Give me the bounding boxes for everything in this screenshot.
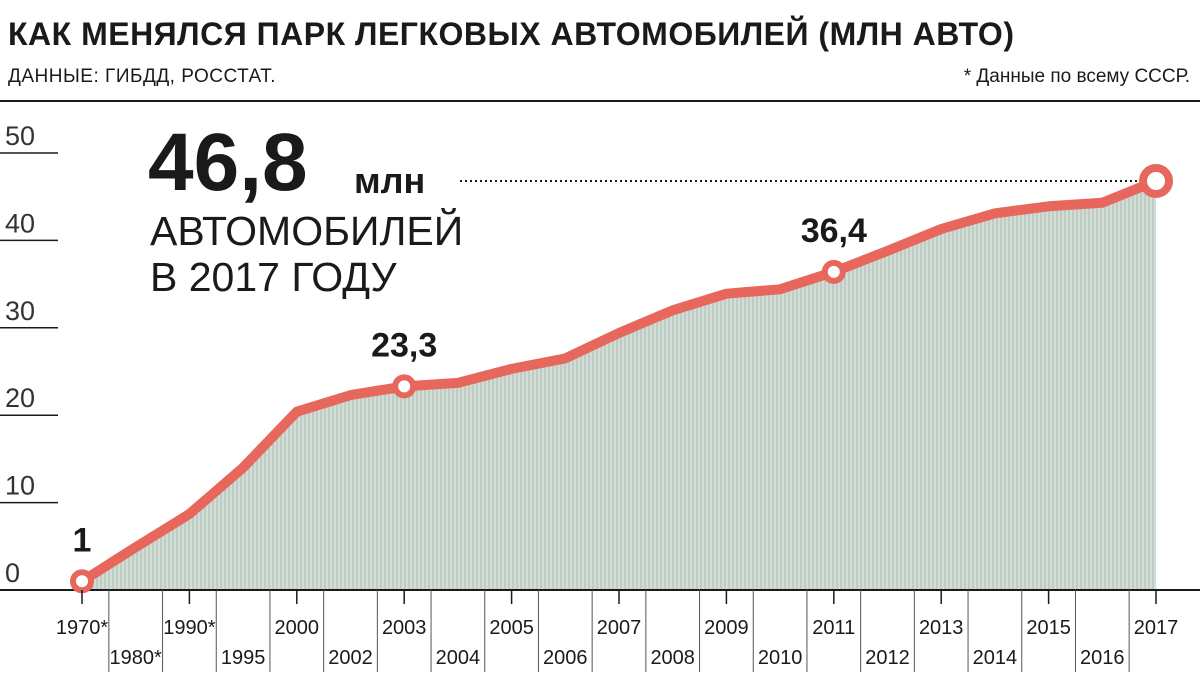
x-tick-label: 2008 <box>650 647 695 669</box>
series-line <box>77 176 1161 587</box>
data-labels: 1 23,3 36,4 <box>73 212 867 559</box>
data-source: ДАННЫЕ: ГИБДД, РОССТАТ. <box>8 66 277 87</box>
x-tick-label: 2009 <box>704 617 749 639</box>
x-tick-label: 2000 <box>275 617 320 639</box>
y-axis: 0 10 20 30 40 50 <box>0 121 58 588</box>
y-tick-label: 30 <box>5 296 35 326</box>
y-tick-label: 10 <box>5 471 35 501</box>
highlight-caption-line2: В 2017 ГОДУ <box>150 254 397 300</box>
x-tick-label: 2007 <box>597 617 642 639</box>
x-tick-label: 2006 <box>543 647 588 669</box>
x-tick-label: 2011 <box>812 617 855 639</box>
x-tick-label: 1990* <box>163 617 215 639</box>
highlight-unit: млн <box>354 160 426 201</box>
data-label: 23,3 <box>371 326 437 364</box>
highlight-value: 46,8 <box>148 117 308 208</box>
x-tick-label: 2015 <box>1026 617 1071 639</box>
y-tick-label: 50 <box>5 121 35 151</box>
point-marker <box>392 374 417 399</box>
x-tick-label: 1995 <box>221 647 266 669</box>
point-marker <box>821 259 846 284</box>
data-label: 36,4 <box>801 212 867 250</box>
point-marker <box>70 569 94 594</box>
point-markers <box>70 163 1173 594</box>
highlight-caption-line1: АВТОМОБИЛЕЙ <box>150 208 464 254</box>
x-tick-label: 2004 <box>436 647 481 669</box>
footnote: * Данные по всему СССР. <box>963 66 1190 87</box>
x-tick-label: 2010 <box>758 647 803 669</box>
x-tick-label: 1970* <box>56 617 108 639</box>
x-tick-label: 1980* <box>110 647 162 669</box>
y-tick-label: 40 <box>5 208 35 238</box>
chart-title: КАК МЕНЯЛСЯ ПАРК ЛЕГКОВЫХ АВТОМОБИЛЕЙ (М… <box>8 16 1015 52</box>
y-tick-label: 0 <box>5 558 20 588</box>
x-tick-label: 2013 <box>919 617 964 639</box>
point-marker <box>1139 163 1173 198</box>
x-tick-label: 2003 <box>382 617 427 639</box>
x-tick-label: 2017 <box>1134 617 1179 639</box>
x-axis: 1970*1980*1990* 1995 2000 2002 2003 2004 2005 2… <box>56 590 1178 672</box>
y-tick-label: 20 <box>5 383 35 413</box>
x-tick-label: 2002 <box>328 647 373 669</box>
x-tick-label: 2016 <box>1080 647 1125 669</box>
x-tick-label: 2014 <box>973 647 1018 669</box>
area-fill <box>82 181 1156 590</box>
x-tick-label: 2005 <box>489 617 534 639</box>
header-divider <box>0 100 1200 102</box>
data-label: 1 <box>73 521 92 559</box>
x-tick-label: 2012 <box>865 647 910 669</box>
